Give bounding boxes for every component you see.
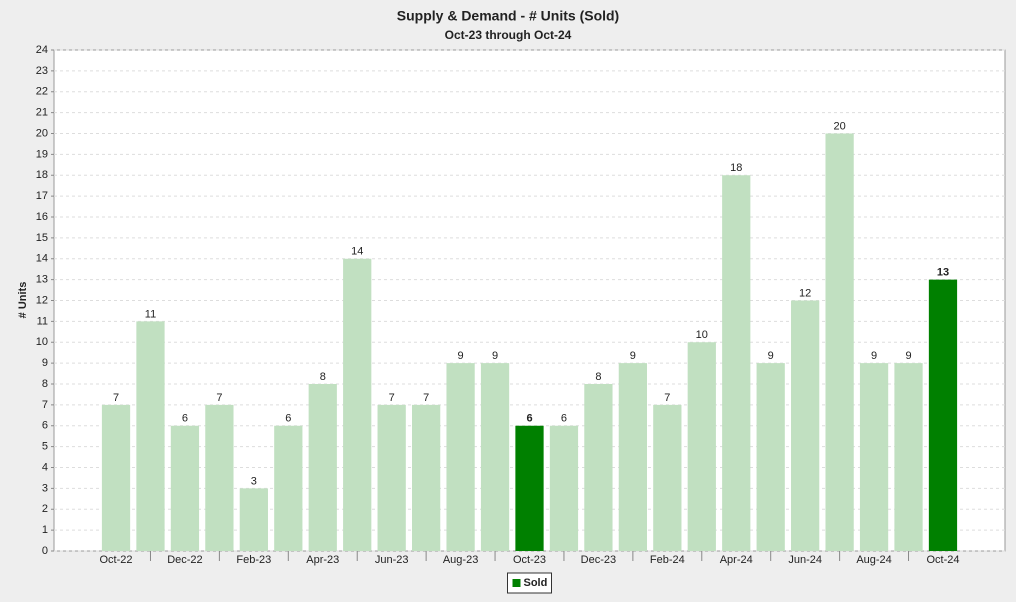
y-tick-label: 8 — [42, 378, 48, 390]
value-label: 8 — [595, 371, 601, 383]
value-label: 7 — [664, 392, 670, 404]
y-tick-label: 3 — [42, 482, 48, 494]
legend-label: Sold — [524, 577, 548, 589]
value-label: 6 — [561, 413, 567, 425]
y-tick-label: 18 — [36, 169, 48, 181]
value-label: 12 — [799, 287, 811, 299]
y-axis-label: # Units — [17, 282, 29, 319]
bar — [412, 404, 441, 551]
bar — [584, 384, 613, 551]
y-tick-label: 11 — [37, 315, 48, 327]
value-label: 3 — [251, 475, 257, 487]
value-label: 13 — [937, 267, 949, 279]
x-tick-label: Oct-24 — [926, 554, 959, 566]
value-label: 9 — [871, 350, 877, 362]
value-label: 9 — [768, 350, 774, 362]
y-tick-label: 1 — [42, 524, 48, 536]
bar — [515, 425, 544, 551]
y-tick-label: 16 — [36, 211, 48, 223]
y-tick-label: 21 — [36, 107, 48, 119]
value-label: 18 — [730, 162, 742, 174]
x-tick-label: Aug-23 — [443, 554, 478, 566]
legend-box — [507, 572, 552, 594]
y-tick-label: 4 — [42, 461, 48, 473]
y-tick-label: 2 — [42, 503, 48, 515]
y-tick-label: 0 — [42, 545, 48, 557]
y-tick-label: 19 — [36, 148, 48, 160]
chart-subtitle: Oct-23 through Oct-24 — [445, 28, 572, 42]
bar — [170, 425, 200, 551]
value-label: 11 — [145, 308, 156, 320]
x-tick-label: Apr-23 — [306, 554, 339, 566]
x-tick-label: Dec-22 — [167, 554, 202, 566]
bar — [618, 363, 647, 551]
y-tick-label: 5 — [42, 441, 48, 453]
bar — [549, 425, 579, 551]
y-tick-label: 17 — [36, 190, 48, 202]
value-label: 9 — [458, 350, 464, 362]
x-tick-label: Apr-24 — [720, 554, 753, 566]
y-tick-label: 20 — [36, 127, 48, 139]
chart-title: Supply & Demand - # Units (Sold) — [397, 8, 619, 24]
value-label: 6 — [285, 413, 291, 425]
value-label: 9 — [630, 350, 636, 362]
value-label: 10 — [696, 329, 708, 341]
x-tick-label: Jun-23 — [375, 554, 409, 566]
bar — [136, 321, 165, 551]
bar — [343, 258, 372, 551]
bar — [101, 404, 131, 551]
bar — [480, 363, 510, 551]
bar — [722, 175, 751, 551]
bar — [825, 133, 854, 551]
y-tick-label: 24 — [36, 44, 48, 56]
bar — [894, 363, 923, 551]
bar — [308, 384, 337, 551]
value-label: 6 — [526, 413, 532, 425]
x-tick-label: Dec-23 — [581, 554, 616, 566]
x-tick-label: Aug-24 — [856, 554, 891, 566]
y-tick-label: 13 — [36, 274, 48, 286]
y-tick-label: 7 — [42, 399, 48, 411]
y-tick-label: 12 — [36, 294, 48, 306]
bar — [791, 300, 820, 551]
y-tick-label: 22 — [36, 86, 48, 98]
bar — [377, 404, 406, 551]
x-tick-label: Oct-23 — [513, 554, 546, 566]
value-label: 7 — [423, 392, 429, 404]
bar — [928, 279, 958, 551]
y-tick-label: 14 — [36, 253, 48, 265]
x-tick-label: Jun-24 — [788, 554, 822, 566]
value-label: 9 — [492, 350, 498, 362]
y-tick-label: 23 — [36, 65, 48, 77]
value-label: 7 — [216, 392, 222, 404]
bar — [205, 404, 234, 551]
bar — [446, 363, 475, 551]
value-label: 9 — [905, 350, 911, 362]
y-tick-label: 10 — [36, 336, 48, 348]
y-tick-label: 9 — [42, 357, 48, 369]
value-label: 14 — [351, 246, 363, 258]
value-label: 6 — [182, 413, 188, 425]
legend-swatch — [512, 579, 521, 587]
x-tick-label: Feb-24 — [650, 554, 685, 566]
bar — [653, 404, 682, 551]
y-tick-label: 6 — [42, 420, 48, 432]
value-label: 8 — [320, 371, 326, 383]
x-tick-label: Oct-22 — [100, 554, 133, 566]
value-label: 7 — [113, 392, 119, 404]
x-tick-label: Feb-23 — [236, 554, 271, 566]
bar — [859, 363, 889, 551]
bar — [687, 342, 716, 551]
value-label: 7 — [389, 392, 395, 404]
y-tick-label: 15 — [36, 232, 48, 244]
bar — [756, 363, 785, 551]
value-label: 20 — [833, 120, 845, 132]
bar — [274, 425, 303, 551]
bar — [239, 488, 268, 551]
